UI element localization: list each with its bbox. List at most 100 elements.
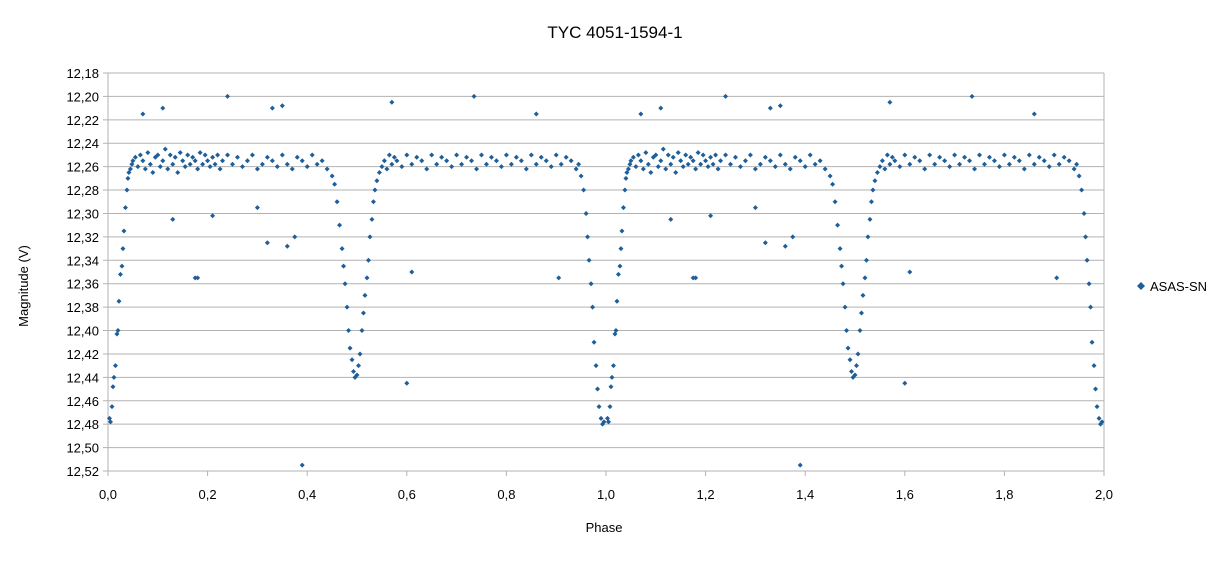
data-point [543,158,549,164]
data-point [790,234,796,240]
data-point [170,216,176,222]
data-point [464,154,470,160]
data-point [1071,166,1077,172]
data-point [110,384,116,390]
data-point [409,269,415,275]
data-point [342,281,348,287]
data-point [391,154,397,160]
data-point [718,158,724,164]
data-point [665,152,671,158]
data-point [1066,158,1072,164]
x-tick-label: 1,0 [597,487,615,502]
data-point [981,161,987,167]
data-point [907,269,913,275]
data-point [130,158,136,164]
data-point [670,154,676,160]
data-point [581,187,587,193]
data-point [887,161,893,167]
data-point [346,328,352,334]
data-point [835,222,841,228]
data-point [319,158,325,164]
data-point [858,310,864,316]
data-point [927,152,933,158]
data-point [344,304,350,310]
data-point [598,415,604,421]
data-point [839,263,845,269]
data-point [1001,152,1007,158]
data-point [972,166,978,172]
data-point [1006,161,1012,167]
data-point [902,152,908,158]
data-point [585,234,591,240]
data-point [424,166,430,172]
data-point [723,152,729,158]
data-point [259,161,265,167]
data-point [459,161,465,167]
data-point [106,415,112,421]
data-point [767,105,773,111]
data-point [658,105,664,111]
data-point [339,246,345,252]
x-tick-label: 0,4 [298,487,316,502]
data-point [937,154,943,160]
data-point [155,152,161,158]
data-point [732,154,738,160]
data-point [264,154,270,160]
x-tick-label: 1,2 [697,487,715,502]
data-point [777,103,783,109]
data-point [1011,154,1017,160]
data-point [1031,111,1037,117]
data-point [683,152,689,158]
data-point [762,240,768,246]
data-point [700,152,706,158]
data-point [341,263,347,269]
data-point [299,158,305,164]
data-point [503,152,509,158]
data-point [180,158,186,164]
data-point [862,275,868,281]
data-point [225,93,231,99]
data-point [837,246,843,252]
data-point [952,152,958,158]
data-point [619,228,625,234]
data-point [170,161,176,167]
data-point [874,170,880,175]
data-point [548,164,554,170]
data-point [165,166,171,172]
data-point [583,210,589,216]
data-point [225,152,231,158]
data-point [882,166,888,172]
data-point [444,158,450,164]
data-point [879,158,885,164]
data-point [120,246,126,252]
data-point [145,150,151,156]
data-point [588,281,594,287]
data-point [202,152,208,158]
y-tick-label: 12,40 [66,324,99,339]
data-point [568,158,574,164]
data-point [177,150,183,156]
data-point [347,345,353,351]
data-point [742,158,748,164]
x-tick-label: 2,0 [1095,487,1113,502]
data-point [1081,210,1087,216]
y-tick-label: 12,26 [66,160,99,175]
data-point [1036,154,1042,160]
data-point [852,372,858,378]
data-point [872,178,878,184]
data-point [680,164,686,170]
data-point [192,158,198,164]
y-tick-label: 12,30 [66,206,99,221]
data-point [244,158,250,164]
data-point [576,161,582,167]
data-point [386,152,392,158]
data-point [197,150,203,156]
data-point [132,154,138,160]
data-point [1099,419,1105,425]
data-point [787,166,793,172]
data-point [614,298,620,304]
data-point [610,363,616,369]
data-point [135,164,141,170]
data-point [638,158,644,164]
data-point [1061,154,1067,160]
